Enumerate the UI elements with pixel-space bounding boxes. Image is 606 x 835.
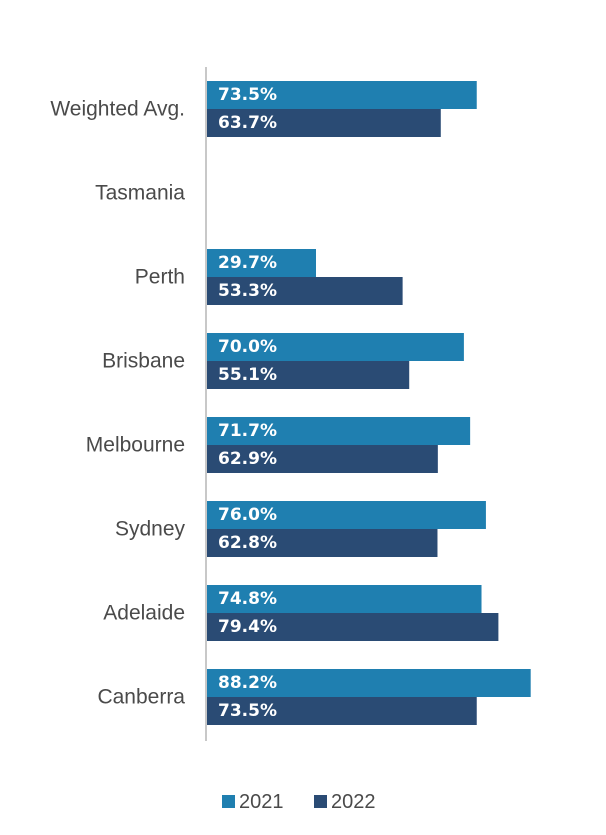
- bar-weighted-avg-2021: [207, 81, 477, 109]
- category-labels: Weighted Avg. Tasmania Perth Brisbane Melbou…: [50, 98, 185, 709]
- data-label-weighted-avg-2022: 63.7%: [218, 113, 277, 133]
- category-label-adelaide: Adelaide: [103, 602, 185, 625]
- bar-melbourne-2022: [207, 445, 438, 473]
- legend: 2021 2022: [222, 791, 376, 813]
- data-label-adelaide-2021: 74.8%: [218, 589, 277, 609]
- category-label-sydney: Sydney: [115, 518, 186, 541]
- bars-group: 73.5% 63.7% 29.7% 53.3% 70.0% 55.1% 71.7% 62.9%…: [207, 81, 531, 725]
- data-label-canberra-2022: 73.5%: [218, 701, 277, 721]
- category-label-brisbane: Brisbane: [102, 350, 185, 373]
- bar-perth-2021: [207, 249, 316, 277]
- legend-label-2021: 2021: [239, 791, 284, 813]
- bar-canberra-2021: [207, 669, 531, 697]
- data-label-perth-2022: 53.3%: [218, 281, 277, 301]
- category-label-perth: Perth: [135, 266, 185, 289]
- bar-weighted-avg-2022: [207, 109, 441, 137]
- bar-sydney-2022: [207, 529, 438, 557]
- bar-adelaide-2022: [207, 613, 499, 641]
- bar-canberra-2022: [207, 697, 477, 725]
- data-label-adelaide-2022: 79.4%: [218, 617, 277, 637]
- data-label-melbourne-2022: 62.9%: [218, 449, 277, 469]
- legend-swatch-2021: [222, 795, 235, 808]
- data-label-canberra-2021: 88.2%: [218, 673, 277, 693]
- legend-label-2022: 2022: [331, 791, 376, 813]
- data-label-brisbane-2021: 70.0%: [218, 337, 277, 357]
- legend-swatch-2022: [314, 795, 327, 808]
- data-label-weighted-avg-2021: 73.5%: [218, 85, 277, 105]
- bar-sydney-2021: [207, 501, 486, 529]
- bar-melbourne-2021: [207, 417, 471, 445]
- bar-brisbane-2021: [207, 333, 464, 361]
- bar-perth-2022: [207, 277, 403, 305]
- data-label-sydney-2022: 62.8%: [218, 533, 277, 553]
- category-label-tasmania: Tasmania: [95, 182, 185, 205]
- data-label-melbourne-2021: 71.7%: [218, 421, 277, 441]
- bar-brisbane-2022: [207, 361, 410, 389]
- category-label-weighted-avg: Weighted Avg.: [50, 98, 185, 121]
- data-label-brisbane-2022: 55.1%: [218, 365, 277, 385]
- data-label-sydney-2021: 76.0%: [218, 505, 277, 525]
- category-label-canberra: Canberra: [97, 686, 185, 709]
- bar-adelaide-2021: [207, 585, 482, 613]
- category-label-melbourne: Melbourne: [86, 434, 185, 457]
- data-label-perth-2021: 29.7%: [218, 253, 277, 273]
